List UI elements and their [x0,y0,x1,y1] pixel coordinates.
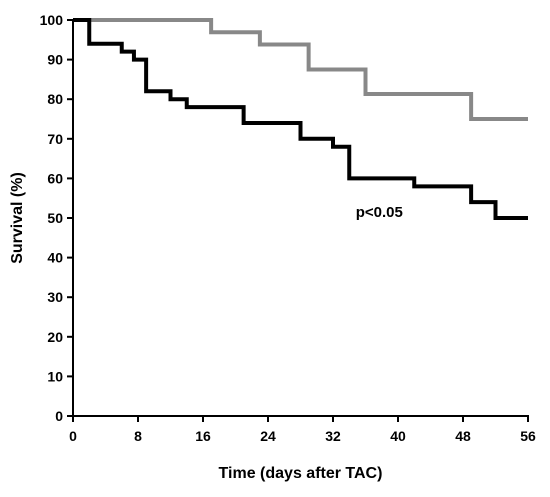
x-tick-label: 0 [69,428,77,444]
survival-curve-black [73,18,528,220]
y-axis-title: Survival (%) [9,172,26,264]
y-tick-label: 0 [55,408,63,424]
survival-curve-gray [73,18,528,121]
x-axis-title: Time (days after TAC) [219,465,383,482]
x-tick-label: 32 [325,428,341,444]
x-tick-label: 24 [260,428,276,444]
y-tick-label: 70 [47,131,63,147]
p-value-annotation: p<0.05 [356,204,403,221]
y-tick-label: 60 [47,170,63,186]
y-tick-label: 10 [47,368,63,384]
y-tick-label: 20 [47,329,63,345]
x-tick-label: 40 [390,428,406,444]
y-tick-label: 30 [47,289,63,305]
y-tick-label: 100 [40,12,64,28]
x-ticks: 0 8 16 24 32 40 48 56 [69,416,536,444]
series-layer [73,18,528,220]
y-ticks: 0 10 20 30 40 50 60 70 80 90 100 [40,12,73,424]
x-tick-label: 8 [134,428,142,444]
y-tick-label: 40 [47,250,63,266]
y-tick-label: 90 [47,52,63,68]
x-tick-label: 48 [455,428,471,444]
x-tick-label: 16 [195,428,211,444]
axes [72,19,529,417]
x-tick-label: 56 [520,428,536,444]
y-tick-label: 50 [47,210,63,226]
y-tick-label: 80 [47,91,63,107]
